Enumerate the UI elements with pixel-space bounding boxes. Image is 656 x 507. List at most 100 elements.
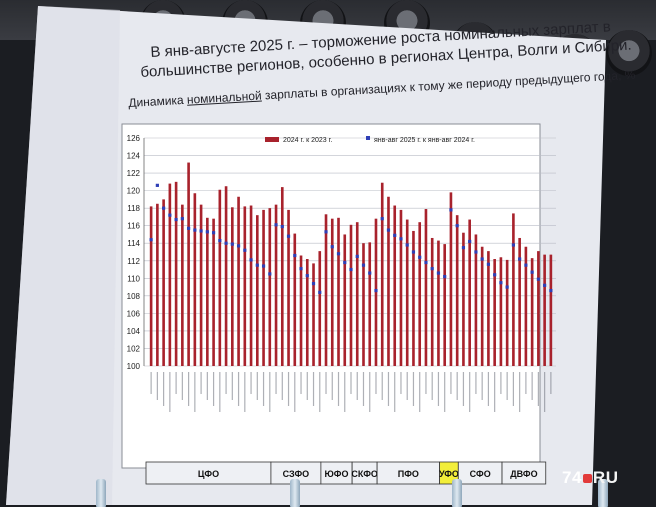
bar: [443, 244, 447, 366]
dot-point: [368, 271, 372, 275]
category-label-mark: [500, 372, 502, 394]
dot-point: [224, 241, 228, 245]
bar: [337, 217, 340, 366]
y-tick-label: 126: [127, 134, 141, 143]
dot-point: [280, 224, 284, 229]
dot-point: [211, 231, 216, 235]
dot-point: [380, 217, 384, 221]
y-tick-label: 108: [127, 292, 141, 301]
bar: [156, 203, 159, 366]
bar: [237, 196, 240, 366]
dot-point: [536, 277, 540, 281]
dot-point: [418, 255, 422, 259]
category-label-mark: [356, 372, 358, 400]
district-group-label: СЗФО: [283, 469, 309, 479]
category-label-mark: [169, 372, 171, 412]
y-tick-label: 118: [127, 204, 140, 213]
bar: [399, 209, 403, 366]
bar: [355, 222, 359, 366]
bar: [418, 222, 422, 366]
dot-point: [480, 257, 484, 261]
dot-point: [430, 267, 434, 271]
dot-point: [436, 271, 441, 275]
category-label-mark: [412, 372, 415, 406]
bar: [255, 215, 259, 366]
category-label-mark: [325, 372, 327, 394]
dot-point: [405, 243, 409, 247]
bar: [343, 234, 347, 366]
bar: [368, 242, 372, 366]
bar: [243, 206, 247, 366]
category-label-mark: [244, 372, 246, 412]
legend-label-dot: янв-авг 2025 г. к янв-авг 2024 г.: [374, 137, 475, 144]
bar: [274, 204, 278, 366]
legend-swatch-bar: [265, 137, 279, 142]
bar: [212, 218, 215, 366]
bar: [224, 186, 228, 366]
category-label-mark: [194, 372, 196, 412]
bar: [462, 232, 465, 366]
bar: [405, 219, 409, 366]
bar: [474, 234, 478, 366]
bar: [505, 259, 509, 366]
category-label-mark: [319, 372, 321, 412]
category-label-mark: [287, 372, 290, 406]
bar: [168, 183, 172, 366]
category-label-mark: [256, 372, 258, 400]
site-logo: 74 RU: [562, 468, 619, 487]
bar: [299, 255, 303, 366]
dot-point: [311, 281, 316, 286]
bar: [249, 205, 253, 366]
bar: [218, 189, 222, 366]
y-tick-label: 116: [127, 222, 140, 231]
district-group-label: ЦФО: [198, 469, 219, 479]
bar: [181, 204, 184, 366]
dot-point: [318, 290, 322, 294]
bar: [231, 207, 234, 366]
category-label-mark: [200, 372, 202, 394]
bar: [430, 237, 434, 366]
district-group-label: ЮФО: [325, 469, 349, 479]
category-label-mark: [531, 372, 533, 400]
category-label-mark: [487, 372, 490, 406]
category-label-mark: [381, 372, 383, 400]
bar: [349, 224, 353, 366]
y-tick-label: 120: [127, 187, 141, 196]
dot-point: [286, 234, 291, 238]
category-label-mark: [156, 372, 158, 400]
category-label-mark: [281, 372, 283, 400]
dot-point: [336, 252, 341, 256]
bar: [412, 230, 415, 366]
bar: [287, 209, 290, 366]
category-label-mark: [437, 372, 440, 406]
bar: [387, 196, 390, 366]
dot-point: [461, 246, 466, 250]
dot-point: [349, 267, 353, 272]
legend-swatch-dot: [366, 136, 370, 140]
category-label-mark: [188, 372, 190, 406]
category-label-mark: [475, 372, 477, 394]
bar: [512, 213, 515, 366]
dot-point: [493, 273, 497, 277]
category-label-mark: [306, 372, 308, 400]
dot-point: [386, 228, 391, 232]
dot-point: [455, 224, 459, 228]
dot-point: [149, 238, 153, 242]
bar: [374, 218, 378, 366]
bar: [362, 243, 365, 366]
category-label-mark: [225, 372, 227, 394]
dot-point: [530, 270, 534, 274]
dot-point: [268, 272, 272, 276]
bar: [524, 246, 528, 366]
category-label-mark: [250, 372, 252, 394]
bar: [530, 258, 534, 366]
category-label-mark: [387, 372, 390, 406]
bar: [549, 254, 553, 366]
category-label-mark: [150, 372, 152, 394]
category-label-mark: [394, 372, 396, 412]
category-label-mark: [400, 372, 402, 394]
dot-point: [255, 263, 259, 267]
bar: [149, 206, 153, 366]
dot-point: [411, 250, 416, 254]
